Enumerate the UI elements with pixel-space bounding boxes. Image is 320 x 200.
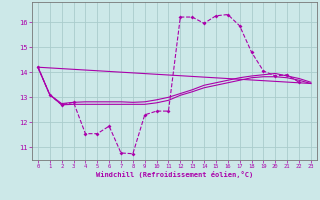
X-axis label: Windchill (Refroidissement éolien,°C): Windchill (Refroidissement éolien,°C) [96, 171, 253, 178]
